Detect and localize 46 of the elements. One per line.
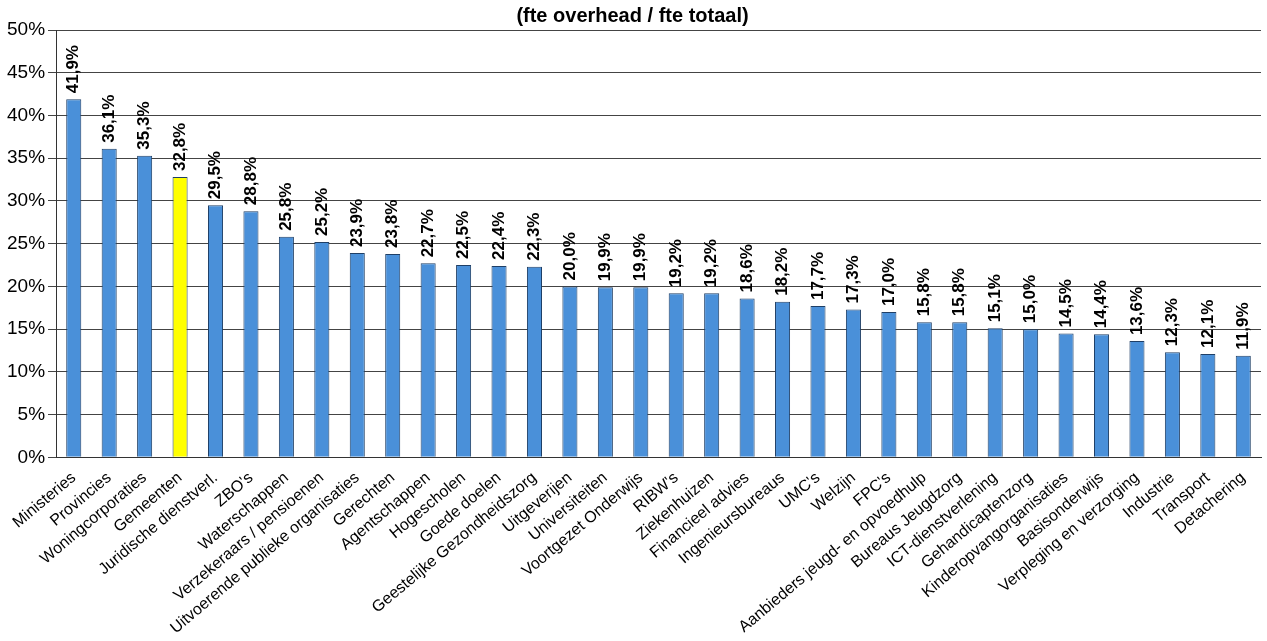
- data-label: 17,3%: [843, 255, 863, 304]
- data-label: 19,9%: [595, 233, 615, 282]
- data-label: 17,7%: [807, 251, 827, 301]
- y-tick-label: 40%: [7, 103, 46, 125]
- y-tick-label: 10%: [7, 360, 46, 382]
- y-tick-label: 0%: [17, 445, 46, 467]
- y-tick-label: 45%: [7, 60, 46, 82]
- data-label: 23,8%: [382, 199, 402, 248]
- y-tick-label: 5%: [17, 402, 46, 424]
- data-label: 15,8%: [914, 268, 933, 317]
- data-label: 15,8%: [949, 268, 969, 317]
- y-tick-label: 20%: [7, 274, 46, 296]
- data-label: 23,9%: [346, 198, 366, 248]
- data-label: 12,3%: [1162, 298, 1182, 347]
- chart-subtitle: (fte overhead / fte totaal): [516, 3, 749, 26]
- data-label: 14,5%: [1055, 279, 1075, 328]
- y-tick-label: 30%: [7, 189, 46, 211]
- data-label: 19,2%: [701, 239, 721, 288]
- data-label: 12,1%: [1197, 299, 1217, 348]
- data-label: 11,9%: [1232, 302, 1252, 350]
- data-label: 19,9%: [630, 233, 650, 282]
- data-label: 41,9%: [63, 45, 83, 94]
- y-tick-label: 50%: [7, 18, 46, 40]
- data-label: 22,5%: [453, 210, 473, 260]
- data-label: 15,1%: [984, 274, 1004, 323]
- data-label: 15,0%: [1020, 274, 1040, 324]
- data-label: 19,2%: [665, 239, 685, 288]
- data-label: 20,0%: [559, 232, 579, 281]
- y-tick-label: 15%: [7, 317, 46, 339]
- y-tick-label: 35%: [7, 146, 46, 168]
- data-label: 25,2%: [311, 187, 331, 236]
- data-label: 17,0%: [878, 257, 898, 307]
- data-label: 32,8%: [169, 122, 189, 172]
- data-label: 13,6%: [1126, 286, 1146, 336]
- y-tick-label: 25%: [7, 231, 46, 253]
- data-label: 36,1%: [98, 94, 118, 143]
- data-label: 22,4%: [488, 211, 508, 260]
- data-label: 22,7%: [417, 209, 437, 258]
- data-label: 22,3%: [524, 212, 544, 261]
- data-label: 14,4%: [1091, 280, 1111, 329]
- data-label: 18,2%: [772, 247, 792, 296]
- data-label: 29,5%: [205, 151, 225, 200]
- data-label: 18,6%: [736, 244, 756, 293]
- data-label: 28,8%: [240, 157, 260, 206]
- data-label: 25,8%: [276, 182, 296, 231]
- data-label: 35,3%: [134, 101, 154, 150]
